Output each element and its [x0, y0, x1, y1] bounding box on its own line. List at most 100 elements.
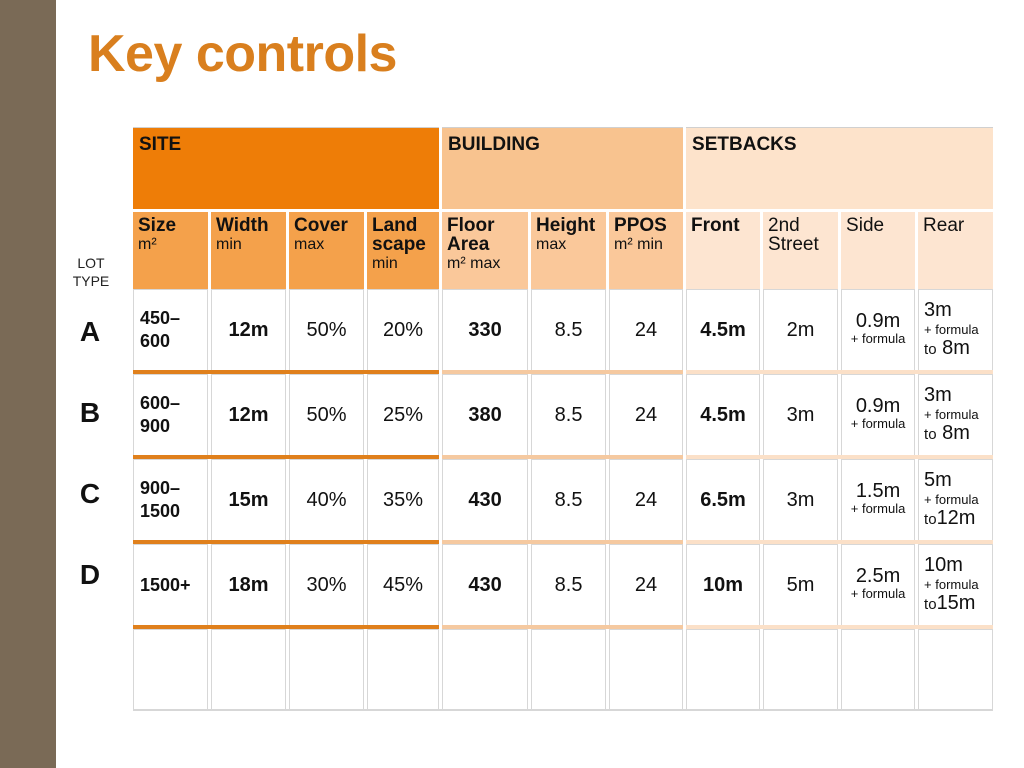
- col-cover-sub: max: [294, 236, 325, 253]
- cell-front: 10m: [686, 544, 761, 625]
- cell-height: 8.5: [531, 374, 607, 455]
- cell-width: 18m: [211, 544, 286, 625]
- row-separator: [133, 540, 994, 544]
- cell-front: 6.5m: [686, 459, 761, 540]
- cell-rear: 3m + formula to 8m: [918, 374, 994, 455]
- page-title: Key controls: [88, 25, 397, 83]
- cell-ppos: 24: [609, 289, 684, 370]
- cell-width: 12m: [211, 374, 286, 455]
- col-floor-area: Floor Area m² max: [442, 209, 529, 289]
- cell-landscape: 35%: [367, 459, 440, 540]
- col-size-name: Size: [138, 215, 177, 236]
- empty-table-row: [133, 629, 994, 709]
- col-cover: Cover max: [289, 209, 364, 289]
- table-row: 450– 600 12m 50% 20% 330 8.5 24 4.5m 2m 0…: [133, 289, 994, 370]
- left-decorative-bar: [0, 0, 56, 768]
- cell-cover: 50%: [289, 374, 364, 455]
- cell-rear: 3m + formula to 8m: [918, 289, 994, 370]
- col-landscape-sub: min: [372, 255, 398, 272]
- col-height-sub: max: [536, 236, 567, 253]
- lot-letter-d: D: [79, 559, 101, 590]
- cell-front: 4.5m: [686, 374, 761, 455]
- lot-type-label-line2: TYPE: [72, 273, 110, 289]
- row-separator: [133, 370, 994, 374]
- cell-floor-area: 430: [442, 544, 529, 625]
- cell-size: 600– 900: [133, 374, 208, 455]
- col-height: Height max: [531, 209, 607, 289]
- col-landscape-name1: Land: [372, 215, 418, 236]
- cell-front: 4.5m: [686, 289, 761, 370]
- col-side: Side: [841, 209, 916, 289]
- cell-side: 2.5m + formula: [841, 544, 916, 625]
- col-floor-area-name1: Floor: [447, 215, 495, 236]
- cell-rear: 5m + formula to12m: [918, 459, 994, 540]
- column-header-row: Size m² Width min Cover max Land scape m…: [133, 209, 994, 289]
- col-ppos-name: PPOS: [614, 215, 667, 236]
- col-size: Size m²: [133, 209, 208, 289]
- table-row: 1500+ 18m 30% 45% 430 8.5 24 10m 5m 2.5m…: [133, 544, 994, 625]
- col-ppos: PPOS m² min: [609, 209, 684, 289]
- section-setbacks: SETBACKS: [686, 127, 994, 209]
- cell-floor-area: 330: [442, 289, 529, 370]
- lot-letter-b: B: [79, 397, 101, 428]
- cell-floor-area: 430: [442, 459, 529, 540]
- cell-height: 8.5: [531, 459, 607, 540]
- col-front: Front: [686, 209, 761, 289]
- col-width: Width min: [211, 209, 286, 289]
- table-row: 600– 900 12m 50% 25% 380 8.5 24 4.5m 3m 0…: [133, 374, 994, 455]
- col-width-name: Width: [216, 215, 269, 236]
- cell-height: 8.5: [531, 289, 607, 370]
- col-floor-area-sub: m² max: [447, 255, 501, 272]
- cell-side: 1.5m + formula: [841, 459, 916, 540]
- cell-landscape: 20%: [367, 289, 440, 370]
- col-rear: Rear: [918, 209, 994, 289]
- cell-landscape: 45%: [367, 544, 440, 625]
- lot-type-label: LOT TYPE: [60, 254, 122, 290]
- cell-width: 15m: [211, 459, 286, 540]
- cell-size: 450– 600: [133, 289, 208, 370]
- cell-side: 0.9m + formula: [841, 289, 916, 370]
- col-landscape-name2: scape: [372, 234, 426, 255]
- col-width-sub: min: [216, 236, 242, 253]
- cell-ppos: 24: [609, 374, 684, 455]
- cell-cover: 40%: [289, 459, 364, 540]
- col-cover-name: Cover: [294, 215, 348, 236]
- cell-height: 8.5: [531, 544, 607, 625]
- cell-second-street: 5m: [763, 544, 839, 625]
- col-second-street: 2nd Street: [763, 209, 839, 289]
- cell-ppos: 24: [609, 459, 684, 540]
- cell-rear: 10m + formula to15m: [918, 544, 994, 625]
- cell-cover: 30%: [289, 544, 364, 625]
- cell-size: 900– 1500: [133, 459, 208, 540]
- col-second-street-name2: Street: [768, 234, 819, 255]
- cell-landscape: 25%: [367, 374, 440, 455]
- key-controls-table: SITE BUILDING SETBACKS Size m² Width min…: [130, 127, 996, 711]
- cell-floor-area: 380: [442, 374, 529, 455]
- col-ppos-sub: m² min: [614, 236, 663, 253]
- section-building: BUILDING: [442, 127, 684, 209]
- col-size-sub: m²: [138, 236, 157, 253]
- cell-second-street: 3m: [763, 374, 839, 455]
- col-second-street-name1: 2nd: [768, 215, 800, 236]
- section-header-row: SITE BUILDING SETBACKS: [133, 127, 994, 209]
- lot-type-label-line1: LOT: [77, 255, 105, 271]
- col-landscape: Land scape min: [367, 209, 440, 289]
- col-front-name: Front: [691, 215, 740, 236]
- cell-side: 0.9m + formula: [841, 374, 916, 455]
- section-site: SITE: [133, 127, 440, 209]
- table-row: 900– 1500 15m 40% 35% 430 8.5 24 6.5m 3m …: [133, 459, 994, 540]
- lot-letter-c: C: [79, 478, 101, 509]
- col-rear-name: Rear: [923, 215, 965, 236]
- cell-ppos: 24: [609, 544, 684, 625]
- col-floor-area-name2: Area: [447, 234, 490, 255]
- cell-second-street: 3m: [763, 459, 839, 540]
- col-side-name: Side: [846, 215, 885, 236]
- row-separator: [133, 455, 994, 459]
- table-bottom-border: [133, 709, 994, 711]
- lot-letter-a: A: [79, 316, 101, 347]
- row-separator: [133, 625, 994, 629]
- col-height-name: Height: [536, 215, 596, 236]
- cell-width: 12m: [211, 289, 286, 370]
- cell-size: 1500+: [133, 544, 208, 625]
- cell-cover: 50%: [289, 289, 364, 370]
